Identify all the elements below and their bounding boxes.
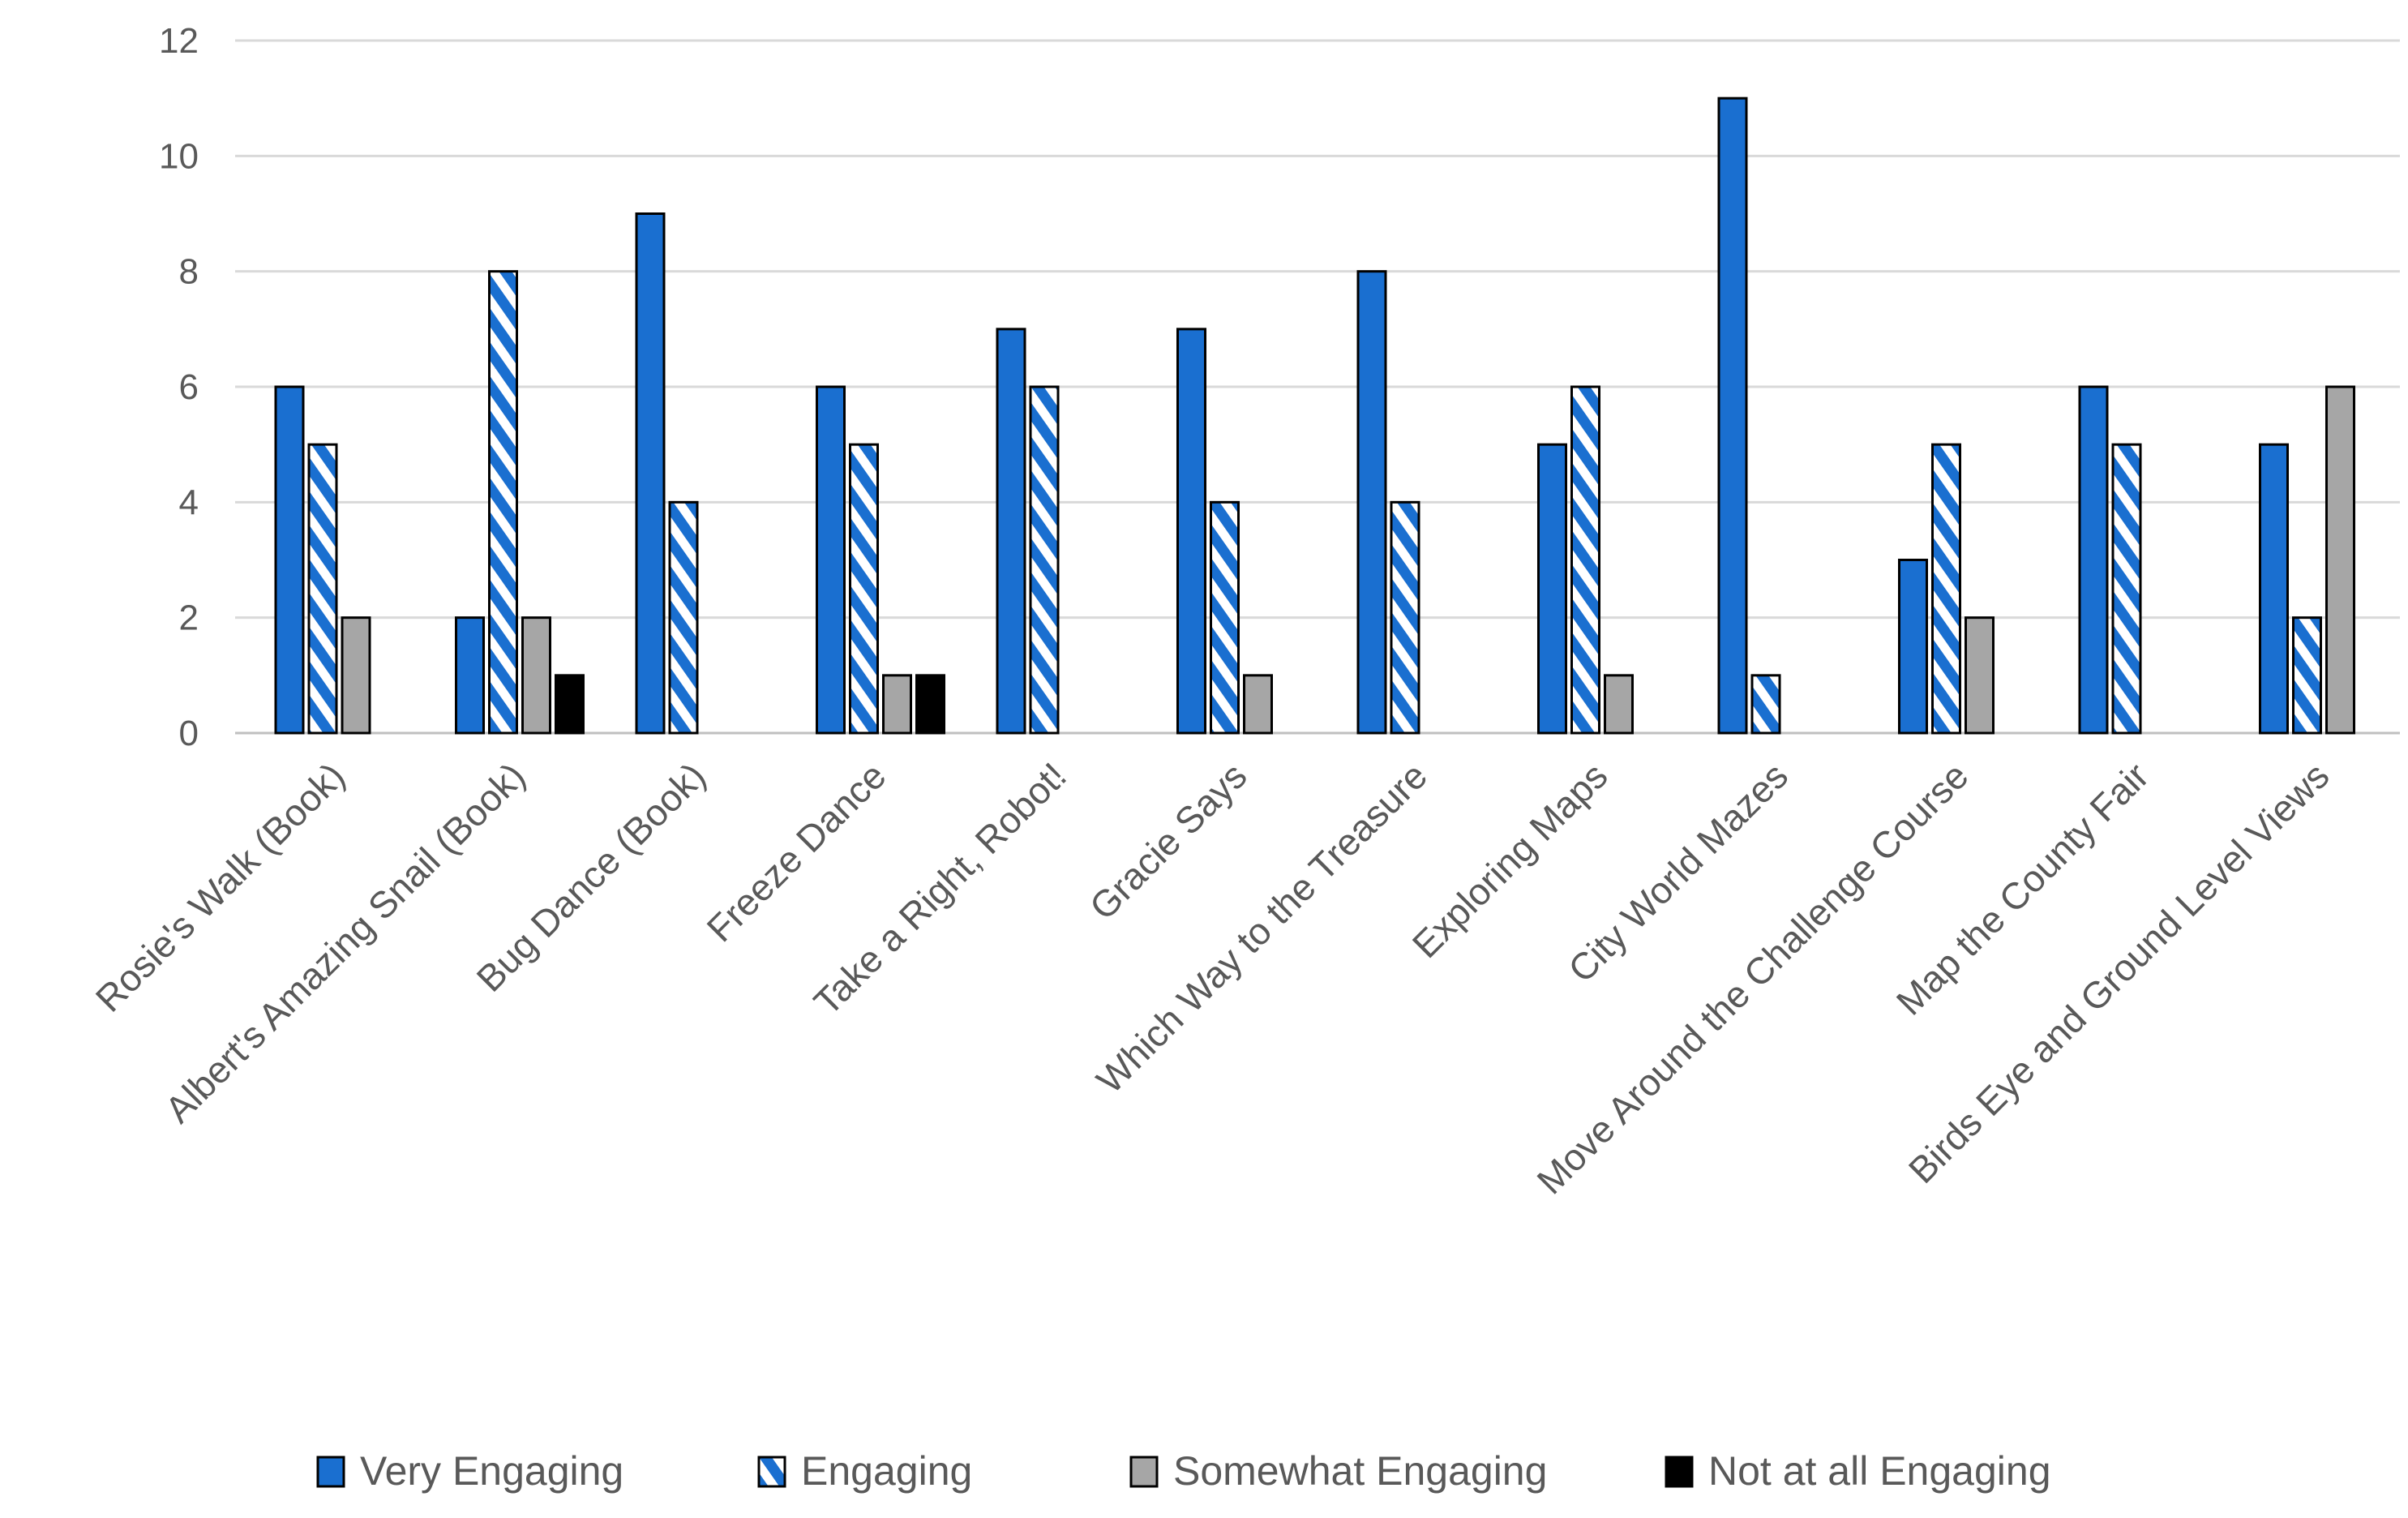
bar-somewhat-engaging	[521, 616, 551, 735]
bar-somewhat-engaging	[2325, 385, 2355, 735]
bars	[274, 96, 2355, 735]
bar-engaging	[2111, 443, 2142, 735]
bar-very-engaging	[1176, 328, 1206, 735]
bar-engaging	[1210, 500, 1240, 735]
bar-very-engaging	[635, 212, 666, 735]
x-tick-label: Exploring Maps	[1404, 754, 1616, 966]
y-tick-label: 10	[159, 136, 199, 176]
bar-engaging	[1029, 385, 1060, 735]
bar-very-engaging	[274, 385, 305, 735]
y-tick-label: 4	[179, 482, 199, 522]
legend-swatch-somewhat-engaging	[1129, 1456, 1159, 1488]
legend-label-very-engaging: Very Engaging	[360, 1448, 623, 1494]
legend-swatch-very-engaging	[316, 1456, 345, 1488]
x-tick-label: Gracie Says	[1082, 754, 1255, 928]
legend: Very Engaging Engaging Somewhat Engaging No…	[316, 1448, 2051, 1494]
bar-engaging	[1390, 500, 1420, 735]
bar-very-engaging	[2259, 443, 2289, 735]
bar-very-engaging	[1356, 270, 1387, 735]
bar-very-engaging	[816, 385, 846, 735]
bar-very-engaging	[1898, 559, 1928, 735]
bar-somewhat-engaging	[1604, 674, 1634, 735]
bar-somewhat-engaging	[1243, 674, 1273, 735]
y-tick-label: 2	[179, 598, 199, 638]
bar-very-engaging	[996, 328, 1026, 735]
y-tick-label: 6	[179, 367, 199, 407]
bar-not-at-all-engaging	[555, 674, 585, 735]
legend-label-somewhat-engaging: Somewhat Engaging	[1173, 1448, 1547, 1494]
bar-very-engaging	[2078, 385, 2109, 735]
x-tick-label: Freeze Dance	[699, 754, 894, 950]
bar-engaging	[1570, 385, 1600, 735]
bar-engaging	[2292, 616, 2322, 735]
x-axis-ticks: Rosie's Walk (Book)Albert's Amazing Snai…	[88, 754, 2337, 1202]
gridlines	[235, 39, 2400, 735]
bar-engaging	[307, 443, 338, 735]
bar-not-at-all-engaging	[915, 674, 945, 735]
legend-swatch-not-at-all-engaging	[1665, 1456, 1694, 1488]
bar-engaging	[1750, 674, 1781, 735]
x-tick-label: Albert's Amazing Snail (Book)	[156, 754, 533, 1130]
bar-somewhat-engaging	[341, 616, 371, 735]
bar-very-engaging	[1537, 443, 1567, 735]
bar-somewhat-engaging	[882, 674, 912, 735]
y-tick-label: 8	[179, 252, 199, 292]
bar-very-engaging	[455, 616, 485, 735]
bar-very-engaging	[1717, 96, 1748, 735]
bar-engaging	[488, 270, 518, 735]
y-tick-label: 0	[179, 714, 199, 753]
bar-engaging	[849, 443, 879, 735]
legend-swatch-engaging	[757, 1456, 786, 1488]
y-axis-ticks: 0 2 4 6 8 10 12	[159, 21, 199, 753]
y-tick-label: 12	[159, 21, 199, 61]
x-tick-label: Which Way to the Treasure	[1088, 754, 1435, 1101]
bar-engaging	[668, 500, 699, 735]
legend-label-not-at-all-engaging: Not at all Engaging	[1708, 1448, 2051, 1494]
bar-somewhat-engaging	[1965, 616, 1995, 735]
bar-engaging	[1931, 443, 1961, 735]
legend-label-engaging: Engaging	[801, 1448, 972, 1494]
